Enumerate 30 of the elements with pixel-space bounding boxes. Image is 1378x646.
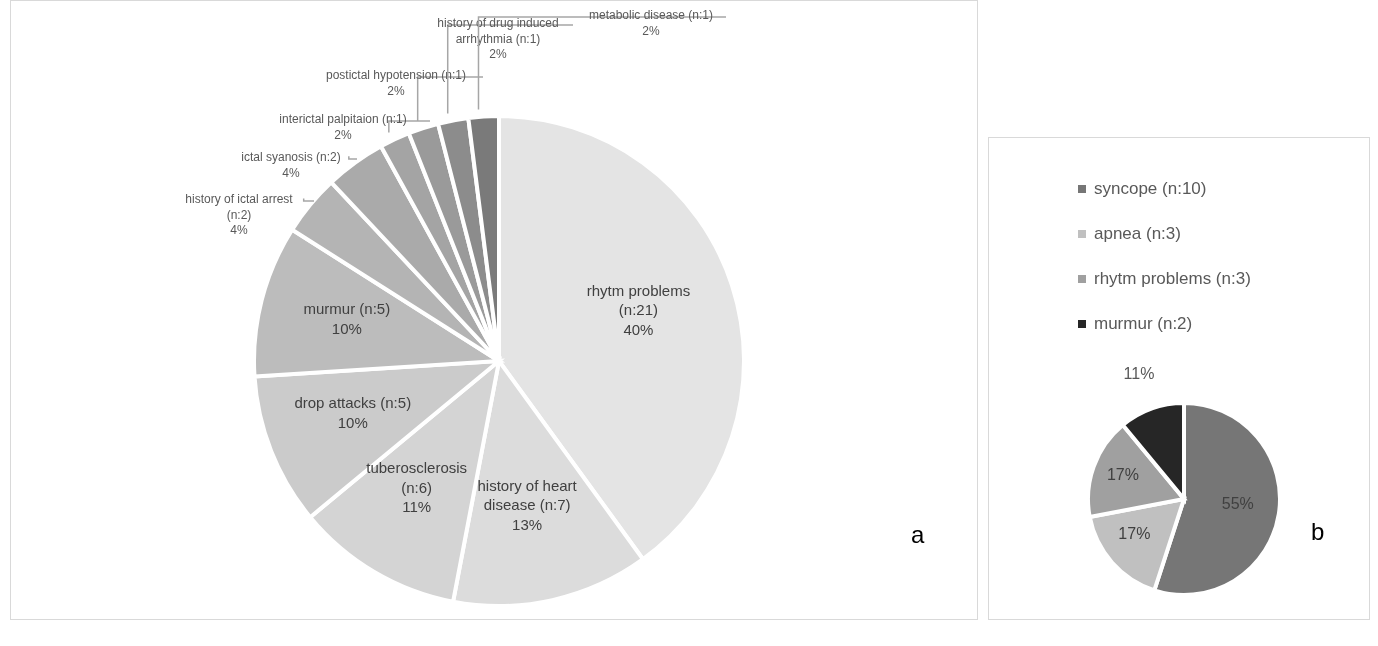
legend-label: syncope (n:10) bbox=[1094, 178, 1207, 199]
data-label: 11% bbox=[1123, 364, 1155, 382]
data-label: 2% bbox=[387, 83, 405, 98]
slice-label: history of ictal arrest (n:2) bbox=[185, 192, 294, 222]
data-label: 13% bbox=[512, 515, 543, 533]
slice-label: tuberosclerosis (n:6) bbox=[366, 458, 468, 496]
slice-label: drop attacks (n:5) bbox=[294, 393, 412, 411]
data-label: 10% bbox=[331, 319, 362, 337]
slice-label: postictal hypotension (n:1) bbox=[325, 68, 467, 82]
slice-label: interictal palpitaion (n:1) bbox=[279, 112, 407, 126]
data-label: 4% bbox=[230, 223, 248, 238]
slice-label: murmur (n:5) bbox=[303, 299, 391, 317]
legend-label: apnea (n:3) bbox=[1094, 223, 1181, 244]
data-label: 40% bbox=[623, 320, 654, 338]
data-label: 17% bbox=[1106, 465, 1140, 483]
data-label: 2% bbox=[642, 23, 660, 38]
data-label: 2% bbox=[489, 47, 507, 62]
slice-label: ictal syanosis (n:2) bbox=[241, 150, 341, 164]
slice-label: metabolic disease (n:1) bbox=[588, 8, 714, 22]
data-label: 2% bbox=[334, 127, 352, 142]
data-label: 4% bbox=[282, 165, 300, 180]
data-label: 11% bbox=[402, 497, 432, 515]
data-label: 10% bbox=[337, 413, 368, 431]
legend-label: murmur (n:2) bbox=[1094, 313, 1193, 334]
text: a bbox=[911, 521, 925, 549]
slice-label: history of heart disease (n:7) bbox=[477, 476, 578, 513]
text: b bbox=[1311, 518, 1325, 546]
legend-label: rhytm problems (n:3) bbox=[1094, 268, 1251, 289]
slice-label: rhytm problems (n:21) bbox=[586, 281, 691, 318]
data-label: 17% bbox=[1118, 524, 1151, 542]
